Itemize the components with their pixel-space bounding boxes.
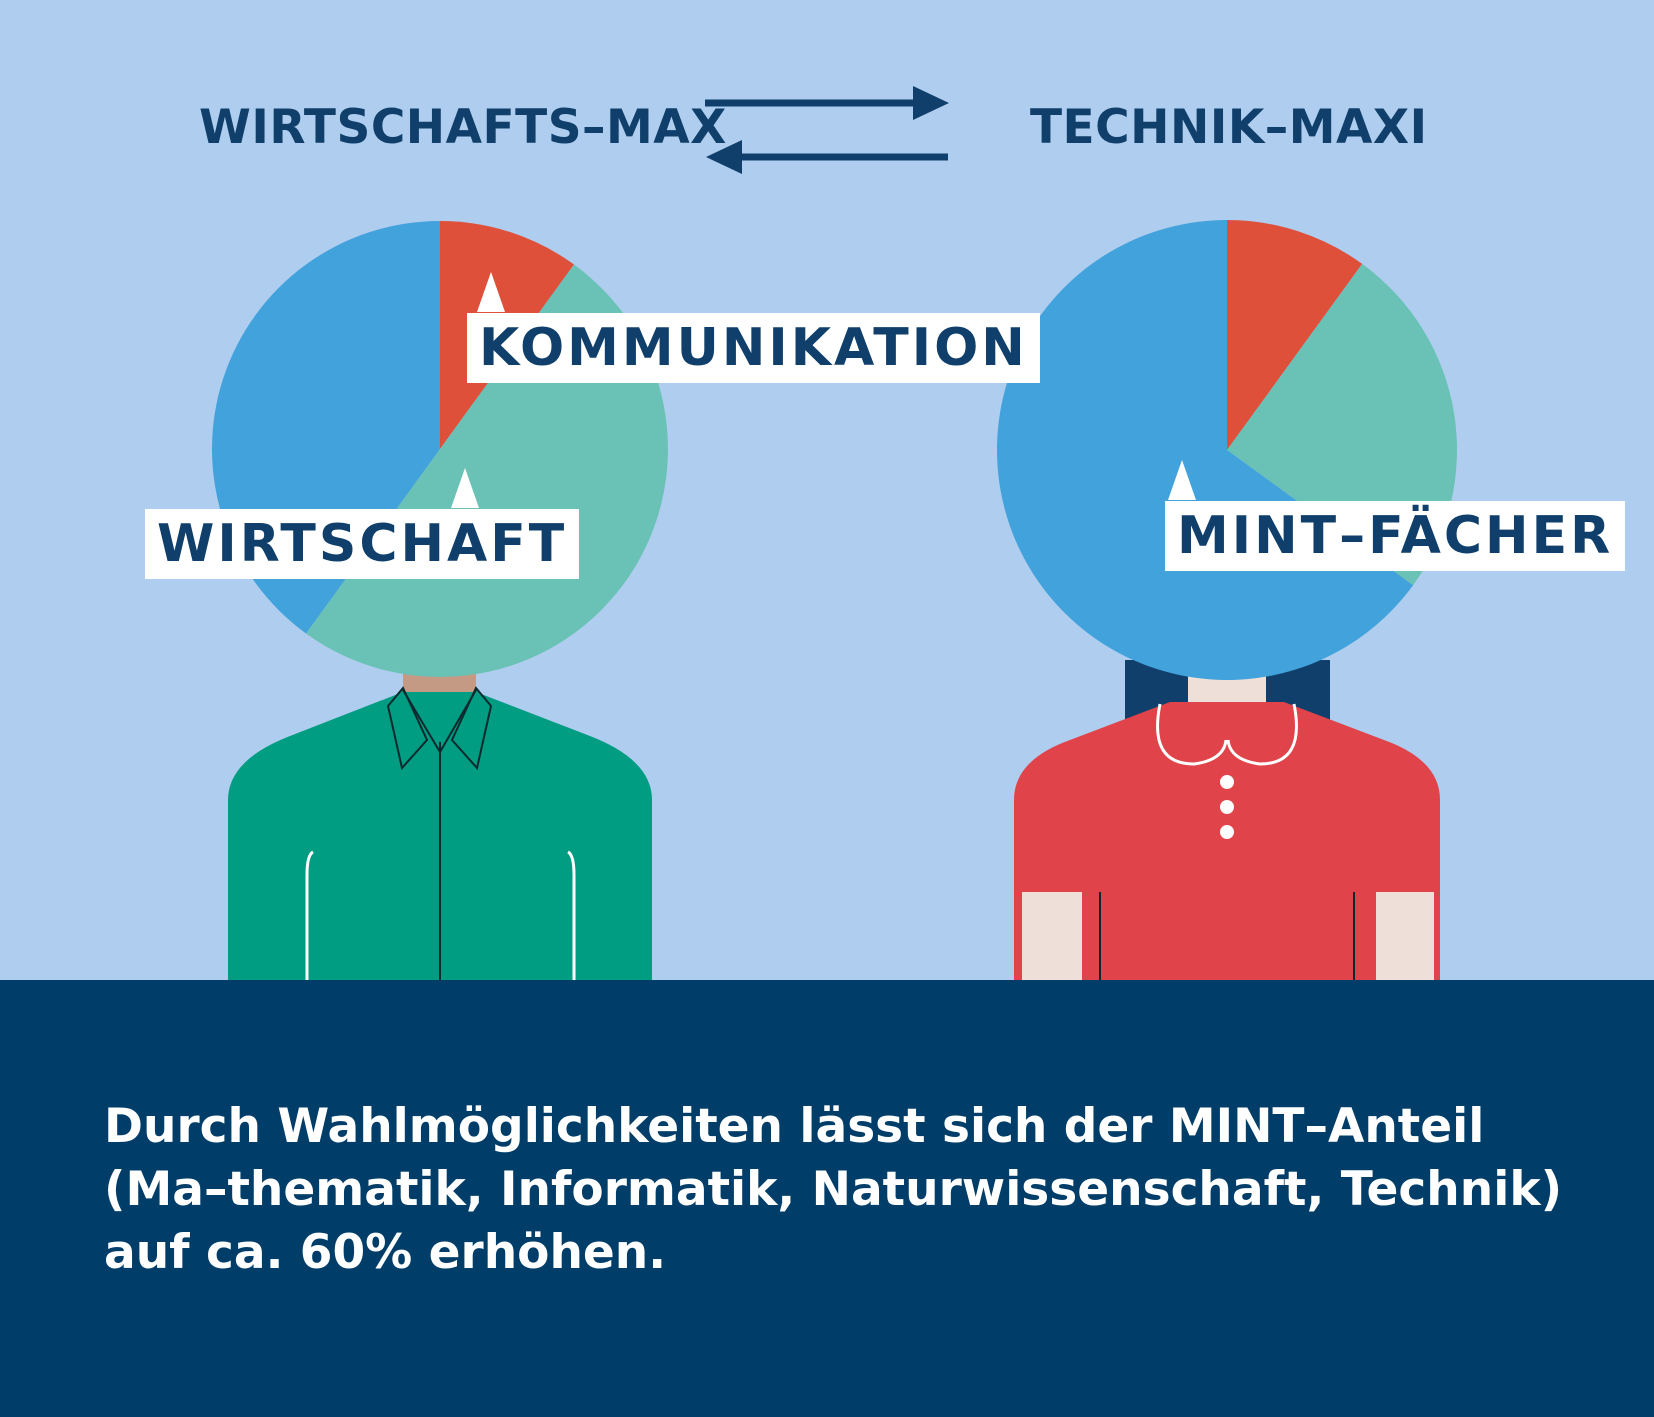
pie-chart-technik-maxi	[996, 219, 1457, 680]
label-pointer	[1168, 460, 1196, 500]
button	[1220, 775, 1234, 789]
right-arm	[1376, 892, 1434, 980]
right-person-title: TECHNIK–MAXI	[1030, 100, 1428, 155]
label-mint-faecher: MINT–FÄCHER	[1165, 501, 1626, 571]
left-arm	[1022, 892, 1082, 980]
left-person	[228, 660, 652, 980]
collar-right	[1226, 703, 1298, 766]
collar-left	[386, 686, 429, 771]
footer-panel: Durch Wahlmöglichkeiten lässt sich der M…	[0, 980, 1654, 1417]
label-wirtschaft: WIRTSCHAFT	[145, 509, 580, 579]
left-person-title: WIRTSCHAFTS–MAX	[199, 100, 727, 155]
label-pointer	[451, 468, 479, 508]
label-pointer	[477, 272, 505, 312]
button	[1220, 800, 1234, 814]
illustration	[211, 86, 1457, 980]
label-kommunikation: KOMMUNIKATION	[467, 313, 1040, 383]
collar-right	[450, 686, 493, 771]
red-shirt	[1014, 702, 1440, 980]
pie-slice-technik-maxi-1	[1227, 220, 1363, 450]
right-person	[1014, 660, 1440, 980]
footer-text: Durch Wahlmöglichkeiten lässt sich der M…	[104, 1099, 1563, 1280]
collar-left	[1156, 703, 1228, 766]
exchange-arrows-icon	[705, 86, 949, 174]
pie-chart-wirtschafts-max	[211, 221, 668, 677]
button	[1220, 825, 1234, 839]
